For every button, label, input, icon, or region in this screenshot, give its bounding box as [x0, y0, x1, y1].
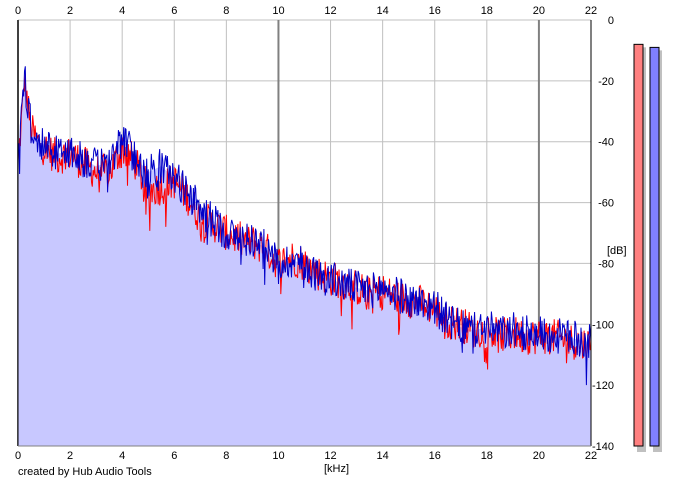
x-tick-label-bottom: 8	[223, 450, 229, 462]
x-tick-label-bottom: 14	[377, 450, 389, 462]
x-tick-label-bottom: 6	[171, 450, 177, 462]
x-tick-label-top: 16	[429, 5, 441, 17]
y-tick-label: -40	[598, 137, 614, 149]
x-tick-label-top: 8	[223, 5, 229, 17]
x-tick-label-bottom: 0	[15, 450, 21, 462]
y-tick-label: -120	[592, 380, 614, 392]
x-tick-label-top: 2	[67, 5, 73, 17]
x-tick-label-top: 0	[15, 5, 21, 17]
x-tick-label-bottom: 10	[272, 450, 284, 462]
x-axis-label: [kHz]	[324, 463, 349, 475]
x-tick-label-bottom: 2	[67, 450, 73, 462]
x-tick-label-bottom: 16	[429, 450, 441, 462]
meter-right	[649, 46, 660, 447]
y-tick-label: -80	[598, 258, 614, 270]
credit-text: created by Hub Audio Tools	[18, 466, 152, 478]
y-axis-label: [dB]	[607, 245, 627, 257]
x-tick-label-top: 4	[119, 5, 125, 17]
y-tick-label: -60	[598, 198, 614, 210]
x-tick-label-top: 12	[324, 5, 336, 17]
level-meters	[633, 43, 662, 453]
spectrum-series	[17, 66, 592, 386]
y-tick-label: 0	[608, 15, 614, 27]
x-tick-label-bottom: 18	[481, 450, 493, 462]
axes: 002244668810101212141416161818202022220-…	[15, 5, 614, 462]
x-tick-label-bottom: 22	[585, 450, 597, 462]
x-tick-label-top: 10	[272, 5, 284, 17]
x-tick-label-bottom: 12	[324, 450, 336, 462]
x-tick-label-bottom: 4	[119, 450, 125, 462]
y-tick-label: -20	[598, 76, 614, 88]
y-tick-label: -140	[592, 441, 614, 453]
series-line-right	[17, 66, 592, 386]
x-tick-label-top: 22	[585, 5, 597, 17]
x-tick-label-top: 18	[481, 5, 493, 17]
x-tick-label-top: 20	[533, 5, 545, 17]
x-tick-label-bottom: 20	[533, 450, 545, 462]
meter-left	[633, 43, 644, 447]
x-tick-label-top: 6	[171, 5, 177, 17]
x-tick-label-top: 14	[377, 5, 389, 17]
y-tick-label: -100	[592, 319, 614, 331]
